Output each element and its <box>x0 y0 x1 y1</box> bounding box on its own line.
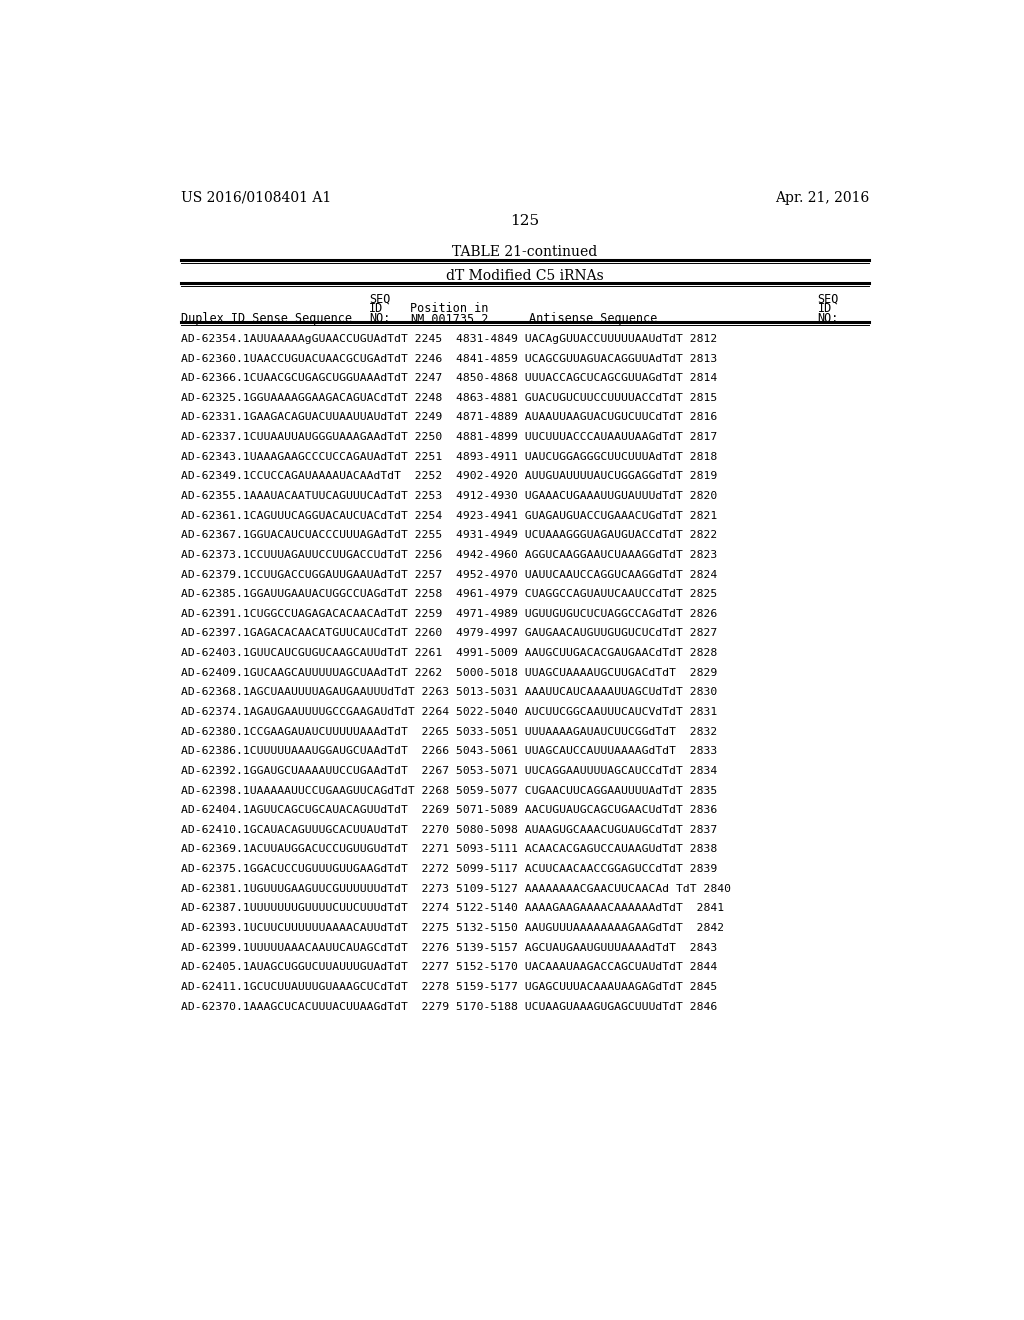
Text: AD-62411.1GCUCUUAUUUGUAAAGCUCdTdT  2278 5159-5177 UGAGCUUUACAAAUAAGAGdTdT 2845: AD-62411.1GCUCUUAUUUGUAAAGCUCdTdT 2278 5… <box>180 982 717 991</box>
Text: AD-62349.1CCUCCAGAUAAAAUACAAdTdT  2252  4902-4920 AUUGUAUUUUAUCUGGAGGdTdT 2819: AD-62349.1CCUCCAGAUAAAAUACAAdTdT 2252 49… <box>180 471 717 482</box>
Text: Apr. 21, 2016: Apr. 21, 2016 <box>774 191 869 205</box>
Text: NO:: NO: <box>369 313 390 326</box>
Text: AD-62387.1UUUUUUUGUUUUCUUCUUUdTdT  2274 5122-5140 AAAAGAAGAAAACAAAAAAdTdT  2841: AD-62387.1UUUUUUUGUUUUCUUCUUUdTdT 2274 5… <box>180 903 724 913</box>
Text: AD-62354.1AUUAAAAAgGUAACCUGUAdTdT 2245  4831-4849 UACAgGUUACCUUUUUAAUdTdT 2812: AD-62354.1AUUAAAAAgGUAACCUGUAdTdT 2245 4… <box>180 334 717 345</box>
Text: AD-62404.1AGUUCAGCUGCAUACAGUUdTdT  2269 5071-5089 AACUGUAUGCAGCUGAACUdTdT 2836: AD-62404.1AGUUCAGCUGCAUACAGUUdTdT 2269 5… <box>180 805 717 816</box>
Text: SEQ: SEQ <box>369 293 390 305</box>
Text: AD-62393.1UCUUCUUUUUUAAAACAUUdTdT  2275 5132-5150 AAUGUUUAAAAAAAAGAAGdTdT  2842: AD-62393.1UCUUCUUUUUUAAAACAUUdTdT 2275 5… <box>180 923 724 933</box>
Text: AD-62360.1UAACCUGUACUAACGCUGAdTdT 2246  4841-4859 UCAGCGUUAGUACAGGUUAdTdT 2813: AD-62360.1UAACCUGUACUAACGCUGAdTdT 2246 4… <box>180 354 717 363</box>
Text: AD-62374.1AGAUGAAUUUUGCCGAAGAUdTdT 2264 5022-5040 AUCUUCGGCAAUUUCAUCVdTdT 2831: AD-62374.1AGAUGAAUUUUGCCGAAGAUdTdT 2264 … <box>180 708 717 717</box>
Text: ID: ID <box>818 302 831 315</box>
Text: Antisense Sequence: Antisense Sequence <box>528 313 657 326</box>
Text: AD-62368.1AGCUAAUUUUAGAUGAAUUUdTdT 2263 5013-5031 AAAUUCAUCAAAAUUAGCUdTdT 2830: AD-62368.1AGCUAAUUUUAGAUGAAUUUdTdT 2263 … <box>180 688 717 697</box>
Text: AD-62405.1AUAGCUGGUCUUAUUUGUAdTdT  2277 5152-5170 UACAAAUAAGACCAGCUAUdTdT 2844: AD-62405.1AUAGCUGGUCUUAUUUGUAdTdT 2277 5… <box>180 962 717 973</box>
Text: AD-62343.1UAAAGAAGCCCUCCAGAUAdTdT 2251  4893-4911 UAUCUGGAGGGCUUCUUUAdTdT 2818: AD-62343.1UAAAGAAGCCCUCCAGAUAdTdT 2251 4… <box>180 451 717 462</box>
Text: AD-62373.1CCUUUAGAUUCCUUGACCUdTdT 2256  4942-4960 AGGUCAAGGAAUCUAAAGGdTdT 2823: AD-62373.1CCUUUAGAUUCCUUGACCUdTdT 2256 4… <box>180 550 717 560</box>
Text: AD-62379.1CCUUGACCUGGAUUGAAUAdTdT 2257  4952-4970 UAUUCAAUCCAGGUCAAGGdTdT 2824: AD-62379.1CCUUGACCUGGAUUGAAUAdTdT 2257 4… <box>180 570 717 579</box>
Text: AD-62370.1AAAGCUCACUUUACUUAAGdTdT  2279 5170-5188 UCUAAGUAAAGUGAGCUUUdTdT 2846: AD-62370.1AAAGCUCACUUUACUUAAGdTdT 2279 5… <box>180 1002 717 1011</box>
Text: AD-62392.1GGAUGCUAAAAUUCCUGAAdTdT  2267 5053-5071 UUCAGGAAUUUUAGCAUCCdTdT 2834: AD-62392.1GGAUGCUAAAAUUCCUGAAdTdT 2267 5… <box>180 766 717 776</box>
Text: AD-62331.1GAAGACAGUACUUAAUUAUdTdT 2249  4871-4889 AUAAUUAAGUACUGUCUUCdTdT 2816: AD-62331.1GAAGACAGUACUUAAUUAUdTdT 2249 4… <box>180 412 717 422</box>
Text: AD-62366.1CUAACGCUGAGCUGGUAAAdTdT 2247  4850-4868 UUUACCAGCUCAGCGUUAGdTdT 2814: AD-62366.1CUAACGCUGAGCUGGUAAAdTdT 2247 4… <box>180 374 717 383</box>
Text: NO:: NO: <box>818 313 839 326</box>
Text: ID: ID <box>369 302 383 315</box>
Text: AD-62369.1ACUUAUGGACUCCUGUUGUdTdT  2271 5093-5111 ACAACACGAGUCCAUAAGUdTdT 2838: AD-62369.1ACUUAUGGACUCCUGUUGUdTdT 2271 5… <box>180 845 717 854</box>
Text: Duplex ID Sense Sequence: Duplex ID Sense Sequence <box>180 313 351 326</box>
Text: 125: 125 <box>510 214 540 228</box>
Text: US 2016/0108401 A1: US 2016/0108401 A1 <box>180 191 331 205</box>
Text: SEQ: SEQ <box>818 293 839 305</box>
Text: AD-62367.1GGUACAUCUACCCUUUAGAdTdT 2255  4931-4949 UCUAAAGGGUAGAUGUACCdTdT 2822: AD-62367.1GGUACAUCUACCCUUUAGAdTdT 2255 4… <box>180 531 717 540</box>
Text: AD-62398.1UAAAAAUUCCUGAAGUUCAGdTdT 2268 5059-5077 CUGAACUUCAGGAAUUUUAdTdT 2835: AD-62398.1UAAAAAUUCCUGAAGUUCAGdTdT 2268 … <box>180 785 717 796</box>
Text: TABLE 21-continued: TABLE 21-continued <box>453 244 597 259</box>
Text: AD-62380.1CCGAAGAUAUCUUUUUAAAdTdT  2265 5033-5051 UUUAAAAGAUAUCUUCGGdTdT  2832: AD-62380.1CCGAAGAUAUCUUUUUAAAdTdT 2265 5… <box>180 726 717 737</box>
Text: AD-62361.1CAGUUUCAGGUACAUCUACdTdT 2254  4923-4941 GUAGAUGUACCUGAAACUGdTdT 2821: AD-62361.1CAGUUUCAGGUACAUCUACdTdT 2254 4… <box>180 511 717 520</box>
Text: AD-62385.1GGAUUGAAUACUGGCCUAGdTdT 2258  4961-4979 CUAGGCCAGUAUUCAAUCCdTdT 2825: AD-62385.1GGAUUGAAUACUGGCCUAGdTdT 2258 4… <box>180 589 717 599</box>
Text: AD-62403.1GUUCAUCGUGUCAAGCAUUdTdT 2261  4991-5009 AAUGCUUGACACGAUGAACdTdT 2828: AD-62403.1GUUCAUCGUGUCAAGCAUUdTdT 2261 4… <box>180 648 717 659</box>
Text: AD-62397.1GAGACACAACATGUUCAUCdTdT 2260  4979-4997 GAUGAACAUGUUGUGUCUCdTdT 2827: AD-62397.1GAGACACAACATGUUCAUCdTdT 2260 4… <box>180 628 717 639</box>
Text: NM_001735.2: NM_001735.2 <box>410 313 488 326</box>
Text: AD-62337.1CUUAAUUAUGGGUAAAGAAdTdT 2250  4881-4899 UUCUUUACCCAUAAUUAAGdTdT 2817: AD-62337.1CUUAAUUAUGGGUAAAGAAdTdT 2250 4… <box>180 432 717 442</box>
Text: AD-62410.1GCAUACAGUUUGCACUUAUdTdT  2270 5080-5098 AUAAGUGCAAACUGUAUGCdTdT 2837: AD-62410.1GCAUACAGUUUGCACUUAUdTdT 2270 5… <box>180 825 717 834</box>
Text: Position in: Position in <box>410 302 488 315</box>
Text: AD-62375.1GGACUCCUGUUUGUUGAAGdTdT  2272 5099-5117 ACUUCAACAACCGGAGUCCdTdT 2839: AD-62375.1GGACUCCUGUUUGUUGAAGdTdT 2272 5… <box>180 865 717 874</box>
Text: AD-62391.1CUGGCCUAGAGACACAACAdTdT 2259  4971-4989 UGUUGUGUCUCUAGGCCAGdTdT 2826: AD-62391.1CUGGCCUAGAGACACAACAdTdT 2259 4… <box>180 609 717 619</box>
Text: AD-62409.1GUCAAGCAUUUUUAGCUAAdTdT 2262  5000-5018 UUAGCUAAAAUGCUUGACdTdT  2829: AD-62409.1GUCAAGCAUUUUUAGCUAAdTdT 2262 5… <box>180 668 717 677</box>
Text: AD-62325.1GGUAAAAGGAAGACAGUACdTdT 2248  4863-4881 GUACUGUCUUCCUUUUACCdTdT 2815: AD-62325.1GGUAAAAGGAAGACAGUACdTdT 2248 4… <box>180 393 717 403</box>
Text: AD-62355.1AAAUACAATUUCAGUUUCAdTdT 2253  4912-4930 UGAAACUGAAAUUGUAUUUdTdT 2820: AD-62355.1AAAUACAATUUCAGUUUCAdTdT 2253 4… <box>180 491 717 502</box>
Text: AD-62381.1UGUUUGAAGUUCGUUUUUUdTdT  2273 5109-5127 AAAAAAAACGAACUUCAACAd TdT 2840: AD-62381.1UGUUUGAAGUUCGUUUUUUdTdT 2273 5… <box>180 884 731 894</box>
Text: AD-62399.1UUUUUAAACAAUUCAUAGCdTdT  2276 5139-5157 AGCUAUGAAUGUUUAAAAdTdT  2843: AD-62399.1UUUUUAAACAAUUCAUAGCdTdT 2276 5… <box>180 942 717 953</box>
Text: dT Modified C5 iRNAs: dT Modified C5 iRNAs <box>445 268 604 282</box>
Text: AD-62386.1CUUUUUAAAUGGAUGCUAAdTdT  2266 5043-5061 UUAGCAUCCAUUUAAAAGdTdT  2833: AD-62386.1CUUUUUAAAUGGAUGCUAAdTdT 2266 5… <box>180 746 717 756</box>
